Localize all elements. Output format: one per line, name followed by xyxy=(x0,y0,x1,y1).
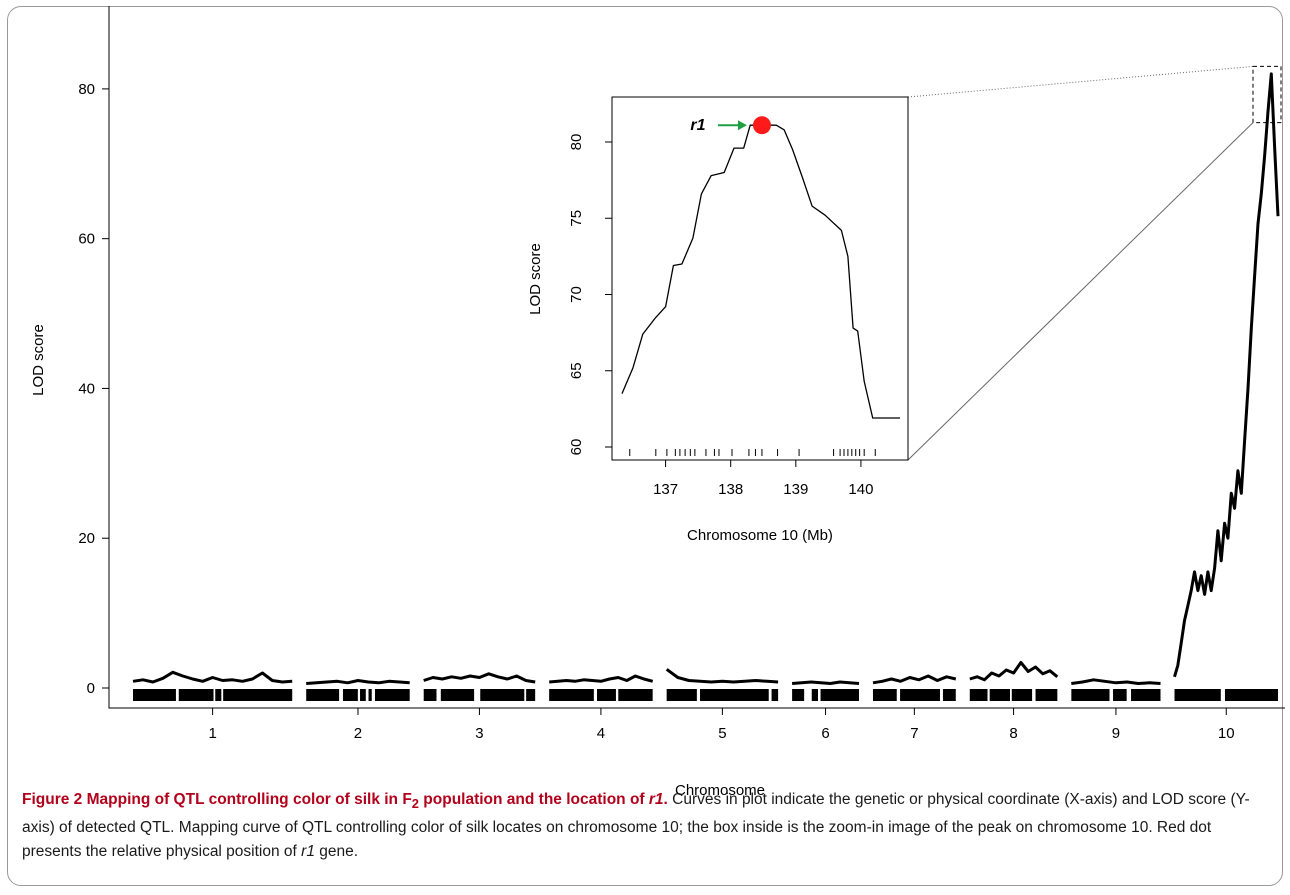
marker-rug-chr5 xyxy=(666,689,779,701)
marker-rug-gap xyxy=(436,689,441,701)
lod-curve-chr5 xyxy=(665,668,779,684)
inset-y-tick-label: 60 xyxy=(568,439,585,456)
zoom-guide-top xyxy=(907,65,1254,98)
inset-frame xyxy=(611,96,909,461)
inset-x-tick-label: 140 xyxy=(848,481,873,498)
marker-rug-gap xyxy=(940,689,943,701)
marker-rug-gap xyxy=(371,689,374,701)
marker-rug-gap xyxy=(478,689,481,701)
x-tick-label: 7 xyxy=(910,725,918,742)
y-tick-label: 0 xyxy=(87,680,95,697)
y-tick-label: 60 xyxy=(78,231,95,248)
marker-rug-gap xyxy=(1032,689,1036,701)
inset-x-tick-label: 137 xyxy=(653,481,678,498)
inset-y-tick-label: 70 xyxy=(568,286,585,303)
x-tick-label: 10 xyxy=(1218,725,1235,742)
r1-dot xyxy=(752,116,771,135)
marker-rug-gap xyxy=(1010,689,1012,701)
marker-rug-gap xyxy=(807,689,812,701)
marker-rug-chr2 xyxy=(306,689,410,701)
lod-curve-chr8 xyxy=(969,661,1059,682)
lod-curve-chr6 xyxy=(791,680,860,685)
marker-rug-chr7 xyxy=(872,689,956,701)
marker-rug-gap xyxy=(524,689,527,701)
x-tick-label: 6 xyxy=(821,725,829,742)
marker-rug-fill xyxy=(133,689,293,701)
marker-rug-gap xyxy=(804,689,809,701)
marker-rug-chr8 xyxy=(969,689,1058,701)
marker-rug-chr1 xyxy=(133,689,293,701)
marker-rug-gap xyxy=(896,689,901,701)
x-axis-label: Chromosome xyxy=(675,782,765,799)
zoom-box xyxy=(1252,65,1282,124)
marker-rug-gap xyxy=(615,689,619,701)
marker-rug-gap xyxy=(696,689,700,701)
inset-y-axis-label: LOD score xyxy=(527,243,544,315)
figure-frame xyxy=(7,6,1283,886)
marker-rug-gap xyxy=(1126,689,1132,701)
lod-curve-chr7 xyxy=(872,674,957,685)
main-plot-axes xyxy=(108,6,1285,709)
y-tick-label: 20 xyxy=(78,530,95,547)
marker-rug-gap xyxy=(373,689,375,701)
lod-curve-chr2 xyxy=(306,679,410,685)
marker-rug-gap xyxy=(818,689,821,701)
marker-rug-chr9 xyxy=(1071,689,1161,701)
inset-x-axis-label: Chromosome 10 (Mb) xyxy=(687,527,833,544)
x-tick-label: 1 xyxy=(208,725,216,742)
marker-rug-fill xyxy=(792,689,859,701)
figure-caption: Figure 2 Mapping of QTL controlling colo… xyxy=(22,788,1272,864)
zoom-guide-bottom xyxy=(907,122,1254,461)
marker-rug-gap xyxy=(213,689,216,701)
marker-rug-chr3 xyxy=(423,689,536,701)
y-axis-label: LOD score xyxy=(30,324,47,396)
y-tick-label: 80 xyxy=(78,81,95,98)
caption-title: Figure 2 Mapping of QTL controlling colo… xyxy=(22,791,668,812)
marker-rug-chr10 xyxy=(1174,689,1278,701)
lod-curve-chr10 xyxy=(1173,72,1280,678)
marker-rug-gap xyxy=(365,689,369,701)
lod-curve-chr4 xyxy=(549,674,654,684)
x-tick-label: 5 xyxy=(718,725,726,742)
marker-rug-fill xyxy=(969,689,1058,701)
lod-curve-chr9 xyxy=(1071,678,1161,685)
marker-rug-fill xyxy=(1071,689,1161,701)
marker-rug-fill xyxy=(666,689,779,701)
x-tick-label: 4 xyxy=(597,725,605,742)
x-tick-label: 3 xyxy=(475,725,483,742)
inset-y-tick-label: 80 xyxy=(568,134,585,151)
marker-rug-gap xyxy=(357,689,361,701)
marker-rug-fill xyxy=(1174,689,1278,701)
marker-rug-gap xyxy=(175,689,179,701)
marker-rug-gap xyxy=(221,689,224,701)
marker-rug-gap xyxy=(987,689,990,701)
x-tick-label: 9 xyxy=(1112,725,1120,742)
r1-label: r1 xyxy=(690,117,705,134)
inset-x-tick-label: 139 xyxy=(783,481,808,498)
marker-rug-gap xyxy=(593,689,597,701)
marker-rug-fill xyxy=(549,689,653,701)
y-tick-label: 40 xyxy=(78,380,95,397)
x-tick-label: 8 xyxy=(1009,725,1017,742)
marker-rug-gap xyxy=(339,689,343,701)
caption-body: Curves in plot indicate the genetic or p… xyxy=(22,791,1250,861)
inset-y-tick-label: 75 xyxy=(568,210,585,227)
inset-y-tick-label: 65 xyxy=(568,362,585,379)
marker-rug-gap xyxy=(1109,689,1114,701)
marker-rug-gap xyxy=(1221,689,1225,701)
lod-curve-chr1 xyxy=(132,670,293,684)
marker-rug-gap xyxy=(474,689,479,701)
lod-curve-chr3 xyxy=(423,672,536,684)
inset-x-tick-label: 138 xyxy=(718,481,743,498)
marker-rug-fill xyxy=(872,689,956,701)
x-tick-label: 2 xyxy=(354,725,362,742)
r1-arrow xyxy=(717,120,747,131)
marker-rug-chr4 xyxy=(549,689,653,701)
r1-arrow-head xyxy=(737,120,747,131)
marker-rug-gap xyxy=(768,689,772,701)
marker-rug-chr6 xyxy=(792,689,859,701)
